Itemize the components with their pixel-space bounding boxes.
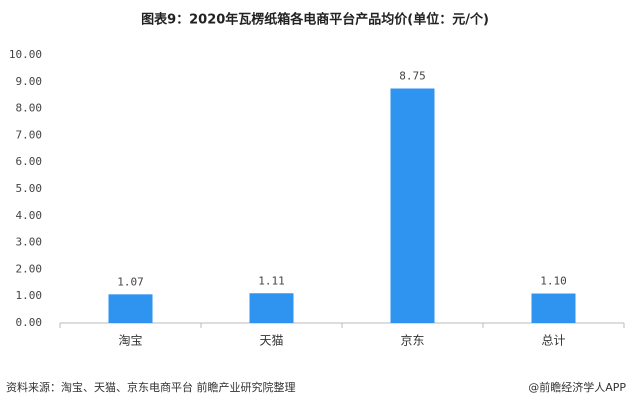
y-tick-label: 2.00: [16, 262, 43, 275]
y-tick-label: 8.00: [16, 102, 43, 115]
y-tick-label: 9.00: [16, 75, 43, 88]
y-tick-label: 7.00: [16, 128, 43, 141]
bar: [249, 293, 294, 323]
bar: [531, 293, 576, 323]
y-tick-label: 5.00: [16, 182, 43, 195]
y-tick-label: 1.00: [16, 289, 43, 302]
x-tick-label: 天猫: [259, 334, 283, 348]
credit: @前瞻经济学人APP: [528, 380, 626, 394]
x-tick-label: 京东: [400, 334, 424, 348]
bar: [390, 88, 435, 323]
y-tick-label: 10.00: [9, 48, 42, 61]
value-label: 1.10: [540, 275, 567, 288]
y-tick-label: 6.00: [16, 155, 43, 168]
y-tick-label: 0.00: [16, 316, 43, 329]
source-note: 资料来源：淘宝、天猫、京东电商平台 前瞻产业研究院整理: [6, 380, 296, 394]
value-label: 1.11: [258, 274, 285, 287]
x-tick-label: 淘宝: [118, 334, 142, 348]
bar: [108, 294, 153, 323]
x-tick-label: 总计: [541, 334, 565, 348]
chart-title: 图表9：2020年瓦楞纸箱各电商平台产品均价(单位：元/个): [141, 12, 489, 28]
y-tick-label: 4.00: [16, 209, 43, 222]
y-tick-label: 3.00: [16, 236, 43, 249]
value-label: 1.07: [117, 275, 144, 288]
value-label: 8.75: [399, 70, 426, 83]
